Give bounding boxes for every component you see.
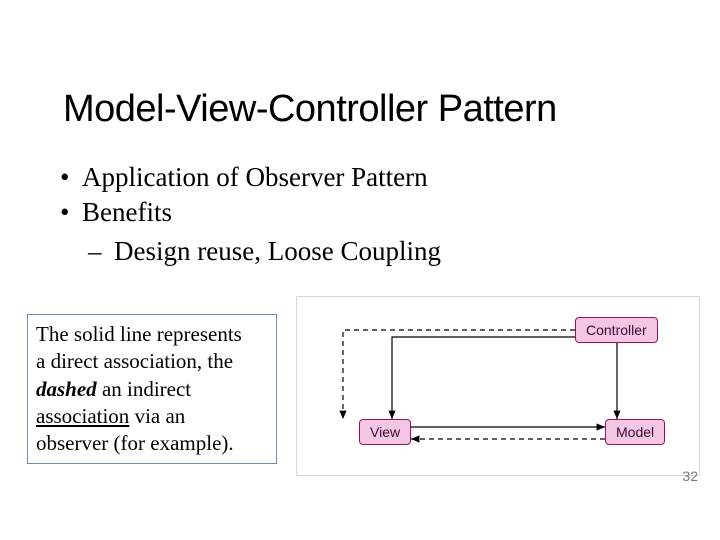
bullet-list: • Application of Observer Pattern • Bene… (58, 160, 441, 267)
sub-bullet-text: Design reuse, Loose Coupling (114, 236, 441, 267)
mvc-diagram: Controller View Model (296, 296, 700, 476)
page-number: 32 (682, 468, 698, 484)
edge-controller-view-dashed (343, 330, 575, 419)
note-line: an indirect (97, 377, 191, 401)
slide-title: Model-View-Controller Pattern (63, 88, 557, 131)
bullet-item: • Benefits (58, 195, 441, 230)
note-underline: association (36, 404, 129, 428)
bullet-text: Application of Observer Pattern (82, 160, 428, 195)
bullet-text: Benefits (82, 195, 172, 230)
note-emph: dashed (36, 377, 97, 401)
note-box: The solid line represents a direct assoc… (27, 314, 277, 464)
edge-controller-view-solid (392, 337, 580, 419)
note-line: a direct association, the (36, 349, 233, 373)
node-controller: Controller (575, 317, 658, 343)
node-model: Model (605, 419, 665, 445)
sub-bullet: – Design reuse, Loose Coupling (88, 236, 441, 267)
note-line: via an (129, 404, 185, 428)
note-line: The solid line represents (36, 322, 242, 346)
bullet-dot: • (58, 160, 82, 195)
sub-dash: – (88, 236, 114, 267)
node-view: View (359, 419, 411, 445)
note-line: observer (for example). (36, 431, 234, 455)
bullet-dot: • (58, 195, 82, 230)
bullet-item: • Application of Observer Pattern (58, 160, 441, 195)
